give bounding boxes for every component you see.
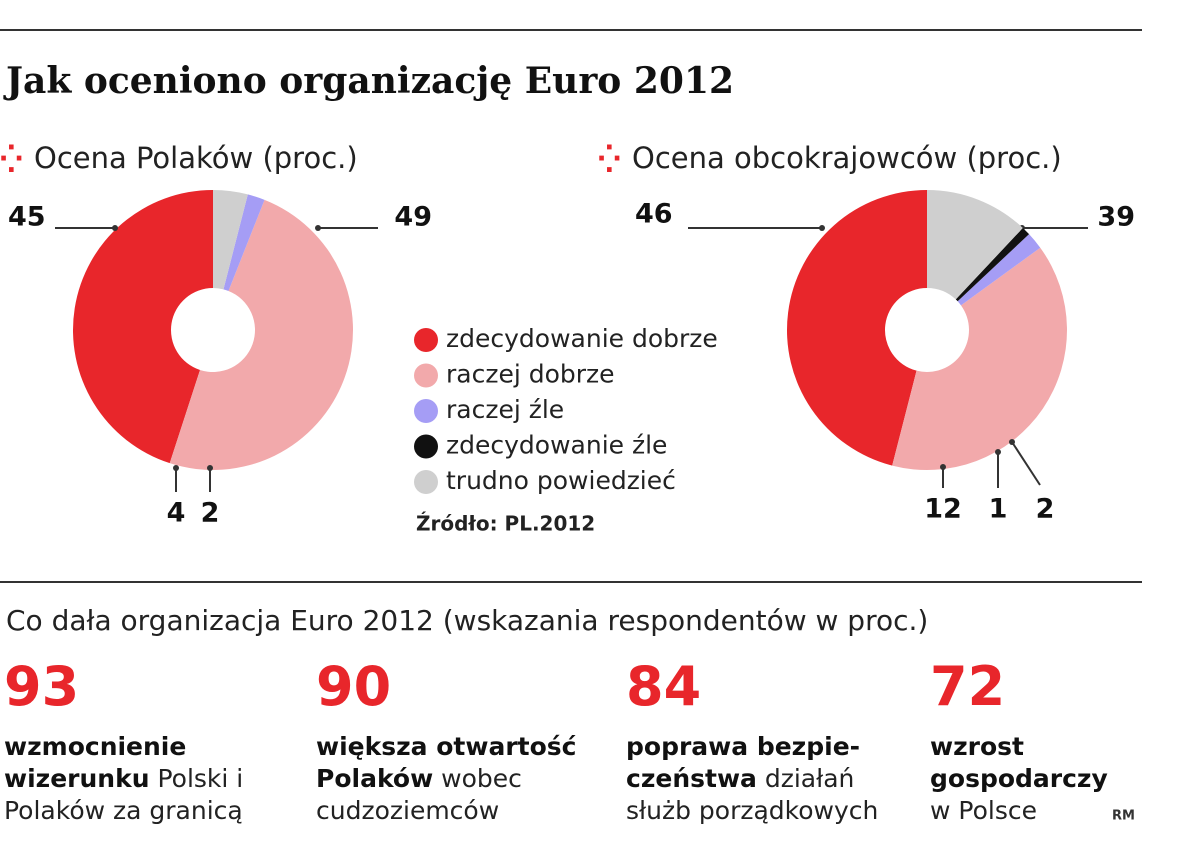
stat: 72 wzrost gospodarczy w Polsce [930,655,1130,827]
legend-swatch [414,363,438,388]
leader-line [1011,441,1041,486]
leader-dot [995,449,1001,455]
leader-dot [940,464,946,470]
slice [223,194,265,291]
slice [892,247,1067,470]
stat-text: Polski i Polaków za granicą [4,764,244,825]
stat: 93 wzmocnienie wizerunku Polski i Polaków… [4,655,304,827]
slice [927,190,1023,300]
stat-bold: wzmocnienie wizerunku [4,732,187,793]
leader-dot [207,465,213,471]
stat-value: 90 [316,655,392,718]
leader-dot [173,465,179,471]
title: Jak oceniono organizację Euro 2012 [3,60,734,102]
source: Źródło: PL.2012 [416,512,595,536]
stat-text: wobec cudzoziemców [316,764,522,825]
value-label: 1 [989,494,1008,525]
legend-label: trudno powiedzieć [446,466,676,495]
credit: RM [1112,809,1135,824]
leader-dot [819,225,825,231]
slice [787,190,927,466]
marker: ⁛ [0,144,23,175]
value-label: 4 [167,498,186,529]
value-label: 39 [1097,202,1135,233]
legend-swatch [414,328,438,352]
leader-dot [112,225,118,231]
value-label: 2 [1036,494,1055,525]
leader-dot [1009,439,1015,445]
stat: 90 większa otwartość Polaków wobec cudzoz… [316,655,616,827]
leader-dot [315,225,321,231]
value-label: 46 [635,199,673,230]
chart-title: Ocena Polaków (proc.) [34,141,358,175]
value-label: 12 [924,494,962,525]
legend-label: zdecydowanie dobrze [446,324,718,353]
marker: ⁛ [598,144,621,175]
stat-bold: poprawa bezpie­czeństwa [626,732,861,793]
value-label: 45 [8,202,46,233]
stat: 84 poprawa bezpie­czeństwa działań służb … [626,655,916,827]
legend-swatch [414,434,438,459]
slice [169,199,353,470]
value-label: 2 [201,498,220,529]
slice [223,194,248,290]
stats-title: Co dała organizacja Euro 2012 (wskazania… [6,604,928,637]
stat-value: 72 [930,655,1006,718]
stat-bold: wzrost gospodarczy [930,732,1108,793]
slice [213,190,248,290]
chart-title: Ocena obcokrajowców (proc.) [632,141,1062,175]
slice [957,234,1041,306]
slice [955,227,1030,302]
stat-value: 84 [626,655,702,718]
stat-value: 93 [4,655,80,718]
legend-label: raczej dobrze [446,360,615,389]
legend-swatch [414,470,438,494]
stat-text: w Polsce [930,796,1037,825]
slice [72,190,213,464]
legend-label: raczej źle [446,395,564,424]
stat-text: działań służb porządkowych [626,764,879,825]
legend-label: zdecydowanie źle [446,431,667,460]
value-label: 49 [394,202,432,233]
legend-swatch [414,399,438,423]
stat-bold: większa otwartość Polaków [316,732,577,793]
